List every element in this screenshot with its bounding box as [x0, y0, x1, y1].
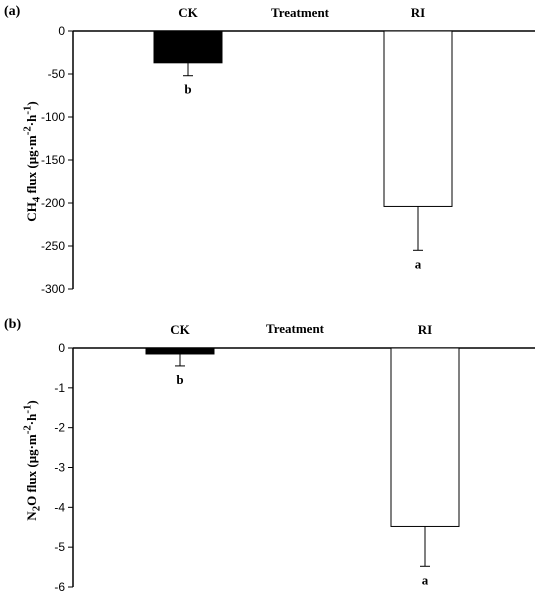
bar-ri [383, 30, 453, 207]
significance-letter: b [176, 372, 183, 387]
category-label-ck: CK [178, 5, 198, 20]
bar-ri [390, 347, 460, 527]
y-tick-label: -150 [41, 153, 65, 167]
y-tick-label: -250 [41, 239, 65, 253]
y-tick-label: 0 [58, 24, 65, 38]
chart-panel-b: (b) N2O flux (μg·m-2·h-1) 0 -1 -2 -3 -4 -5 -6 T… [0, 310, 550, 603]
y-tick-label: -4 [54, 500, 65, 514]
bar-ck [153, 30, 223, 64]
x-axis-title: Treatment [271, 5, 330, 20]
y-tick-label: -100 [41, 110, 65, 124]
x-axis-title: Treatment [266, 321, 325, 336]
y-tick-label: -2 [54, 421, 65, 435]
category-label-ri: RI [418, 322, 432, 337]
category-label-ri: RI [411, 5, 425, 20]
y-tick-label: -6 [54, 580, 65, 594]
significance-letter: a [422, 572, 429, 587]
panel-label: (a) [4, 4, 21, 19]
panel-label: (b) [4, 317, 22, 332]
y-tick-label: -5 [54, 540, 65, 554]
bar-ck [145, 347, 215, 355]
significance-letter: b [184, 82, 191, 97]
chart-panel-a: (a) CH4 flux (μg·m-2·h-1) 0 -50 -100 -150 -2… [0, 0, 550, 300]
y-tick-label: -200 [41, 196, 65, 210]
y-tick-label: -1 [54, 381, 65, 395]
category-label-ck: CK [170, 322, 190, 337]
bar-chart-a: 0 -50 -100 -150 -200 -250 -300 Treatment CK b RI a [41, 5, 535, 296]
y-tick-label: -300 [41, 282, 65, 296]
significance-letter: a [415, 256, 422, 271]
y-tick-label: 0 [58, 341, 65, 355]
y-tick-label: -50 [48, 67, 66, 81]
y-tick-label: -3 [54, 461, 65, 475]
bar-chart-b: 0 -1 -2 -3 -4 -5 -6 Treatment CK b RI a [54, 321, 535, 594]
